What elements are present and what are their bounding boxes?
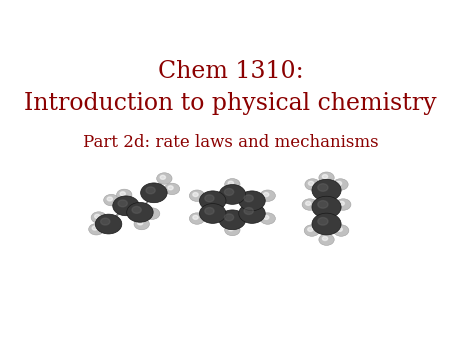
Circle shape xyxy=(302,199,317,210)
Circle shape xyxy=(318,200,328,208)
Circle shape xyxy=(199,191,226,211)
Circle shape xyxy=(318,184,328,191)
Circle shape xyxy=(189,190,205,201)
Circle shape xyxy=(260,213,275,224)
Circle shape xyxy=(205,195,214,202)
Circle shape xyxy=(336,199,351,210)
Circle shape xyxy=(312,213,341,235)
Circle shape xyxy=(305,179,320,190)
Circle shape xyxy=(193,215,198,219)
Circle shape xyxy=(308,227,313,232)
Circle shape xyxy=(225,214,234,221)
Circle shape xyxy=(239,191,265,211)
Circle shape xyxy=(319,207,334,218)
Text: Chem 1310:: Chem 1310: xyxy=(158,60,303,83)
Circle shape xyxy=(199,203,226,223)
Circle shape xyxy=(239,203,265,223)
Circle shape xyxy=(244,195,253,202)
Circle shape xyxy=(319,172,334,184)
Circle shape xyxy=(146,187,155,194)
Circle shape xyxy=(322,237,328,241)
Circle shape xyxy=(91,212,107,223)
Circle shape xyxy=(189,213,205,224)
Circle shape xyxy=(104,194,119,206)
Circle shape xyxy=(168,186,173,190)
Circle shape xyxy=(113,196,139,216)
Circle shape xyxy=(94,214,100,218)
Circle shape xyxy=(333,179,348,190)
Circle shape xyxy=(144,208,160,219)
Circle shape xyxy=(322,209,328,213)
Circle shape xyxy=(319,234,334,245)
Circle shape xyxy=(337,227,342,232)
Circle shape xyxy=(117,189,132,201)
Circle shape xyxy=(205,208,214,214)
Circle shape xyxy=(264,215,269,219)
Circle shape xyxy=(312,196,341,218)
Circle shape xyxy=(118,200,127,207)
Circle shape xyxy=(260,190,275,201)
Circle shape xyxy=(193,193,198,197)
Circle shape xyxy=(164,183,180,195)
Circle shape xyxy=(304,225,320,236)
Circle shape xyxy=(132,207,141,213)
Circle shape xyxy=(95,214,122,234)
Circle shape xyxy=(92,226,98,230)
Text: Part 2d: rate laws and mechanisms: Part 2d: rate laws and mechanisms xyxy=(83,134,378,150)
Circle shape xyxy=(101,218,110,225)
Circle shape xyxy=(137,221,143,225)
Circle shape xyxy=(336,181,342,185)
Circle shape xyxy=(312,179,341,201)
Circle shape xyxy=(157,173,172,184)
Circle shape xyxy=(120,192,126,196)
Circle shape xyxy=(148,211,153,215)
Text: Introduction to physical chemistry: Introduction to physical chemistry xyxy=(24,92,437,115)
Circle shape xyxy=(107,197,112,201)
Circle shape xyxy=(322,174,328,178)
Circle shape xyxy=(219,210,246,230)
Circle shape xyxy=(308,181,314,185)
Circle shape xyxy=(225,178,240,190)
Circle shape xyxy=(306,201,311,206)
Circle shape xyxy=(339,201,344,206)
Circle shape xyxy=(264,193,269,197)
Circle shape xyxy=(89,223,104,235)
Circle shape xyxy=(219,185,246,204)
Circle shape xyxy=(141,183,167,203)
Circle shape xyxy=(225,189,234,195)
Circle shape xyxy=(244,208,253,214)
Circle shape xyxy=(318,218,328,225)
Circle shape xyxy=(127,202,153,222)
Circle shape xyxy=(228,227,234,231)
Circle shape xyxy=(333,225,349,236)
Circle shape xyxy=(134,218,149,230)
Circle shape xyxy=(160,175,166,179)
Circle shape xyxy=(225,224,240,236)
Circle shape xyxy=(228,181,234,185)
